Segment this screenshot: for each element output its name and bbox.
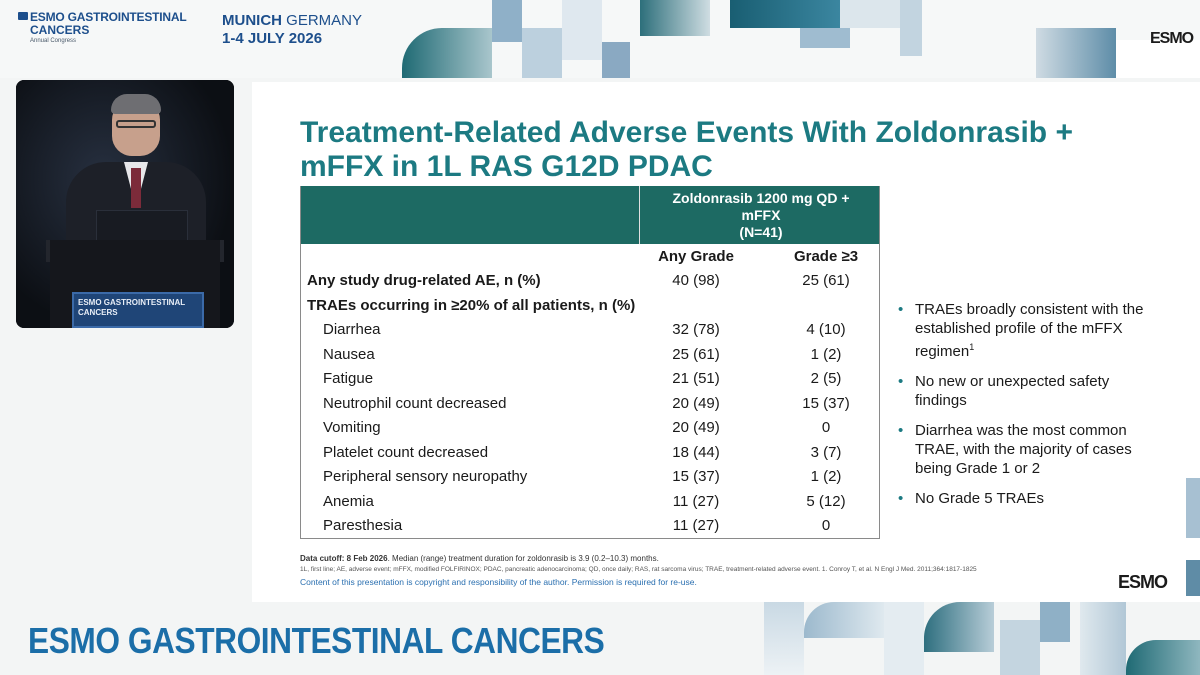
podium-text-2: CANCERS	[78, 308, 118, 317]
grade3-value: 5 (12)	[806, 492, 846, 510]
abbreviations-note: 1L, first line; AE, adverse event; mFFX,…	[300, 566, 977, 573]
table-row: Nausea 25 (61) 1 (2)	[301, 342, 879, 367]
row-label: Any study drug-related AE, n (%)	[307, 272, 541, 289]
finding-item: • No Grade 5 TRAEs	[894, 489, 1164, 508]
city-name: MUNICH	[222, 12, 282, 29]
logo-line-1: ESMO GASTROINTESTINAL	[30, 10, 187, 24]
treatment-arm-header: Zoldonrasib 1200 mg QD + mFFX (N=41)	[672, 190, 850, 240]
row-label: Diarrhea	[323, 321, 381, 338]
podium-text-1: ESMO GASTROINTESTINAL	[78, 298, 186, 307]
logo-badge	[18, 12, 28, 20]
grade3-value: 1 (2)	[810, 345, 842, 363]
col-grade3: Grade ≥3	[793, 248, 859, 265]
any-grade-value: 11 (27)	[672, 492, 720, 510]
table-row: TRAEs occurring in ≥20% of all patients,…	[301, 293, 879, 318]
row-label: Vomiting	[323, 419, 381, 436]
logo-line-3: Annual Congress	[30, 38, 77, 44]
bullet-icon: •	[898, 301, 904, 318]
finding-text: Diarrhea was the most common TRAE, with …	[915, 422, 1132, 477]
any-grade-value: 25 (61)	[672, 345, 720, 363]
table-row: Vomiting 20 (49) 0	[301, 415, 879, 440]
row-label: Platelet count decreased	[323, 443, 489, 461]
adverse-events-table: Zoldonrasib 1200 mg QD + mFFX (N=41) Any…	[300, 186, 880, 539]
table-row: Neutrophil count decreased 20 (49) 15 (37)	[301, 391, 879, 416]
any-grade-value: 15 (37)	[672, 468, 720, 485]
finding-item: • No new or unexpected safety findings	[894, 372, 1164, 410]
row-label: Neutrophil count decreased	[323, 394, 507, 412]
data-cutoff-note: Data cutoff: 8 Feb 2026. Median (range) …	[300, 554, 659, 563]
any-grade-value: 20 (49)	[672, 394, 720, 412]
reference-superscript: 1	[969, 342, 975, 352]
laptop	[96, 210, 188, 244]
country-name: GERMANY	[282, 12, 363, 29]
table-row: Peripheral sensory neuropathy 15 (37) 1 (2…	[301, 464, 879, 489]
row-label: Nausea	[323, 345, 375, 363]
row-label: Anemia	[323, 492, 374, 510]
table-header: Zoldonrasib 1200 mg QD + mFFX (N=41)	[301, 186, 879, 244]
table-row: Fatigue 21 (51) 2 (5)	[301, 366, 879, 391]
finding-text: No new or unexpected safety findings	[915, 373, 1110, 409]
esmo-header-logo: ESMO	[1150, 30, 1194, 47]
grade3-value: 3 (7)	[810, 443, 842, 461]
grade3-value: 4 (10)	[806, 321, 846, 338]
any-grade-value: 11 (27)	[672, 517, 720, 534]
table-row: Diarrhea 32 (78) 4 (10)	[301, 317, 879, 342]
grade3-value: 25 (61)	[802, 272, 850, 289]
col-any-grade: Any Grade	[658, 248, 734, 265]
finding-item: • TRAEs broadly consistent with the estab…	[894, 300, 1164, 361]
finding-item: • Diarrhea was the most common TRAE, with…	[894, 421, 1164, 478]
logo-line-2: CANCERS	[30, 23, 90, 37]
bullet-icon: •	[898, 422, 904, 439]
column-subheader: Any Grade Grade ≥3	[301, 244, 879, 268]
grade3-value: 15 (37)	[802, 394, 850, 412]
any-grade-value: 18 (44)	[672, 443, 720, 461]
row-label: TRAEs occurring in ≥20% of all patients,…	[307, 296, 636, 314]
grade3-value: 0	[821, 419, 831, 436]
finding-text: TRAEs broadly consistent with the establ…	[915, 301, 1144, 360]
podium-screen	[72, 292, 204, 328]
bullet-icon: •	[898, 490, 904, 507]
grade3-value: 2 (5)	[810, 370, 842, 387]
table-row: Any study drug-related AE, n (%) 40 (98) 2…	[301, 268, 879, 293]
presentation-slide: Treatment-Related Adverse Events With Zo…	[252, 82, 1200, 602]
congress-location: MUNICH GERMANY 1-4 JULY 2026	[222, 12, 362, 47]
congress-dates: 1-4 JULY 2026	[222, 30, 323, 47]
esmo-slide-logo: ESMO	[1118, 572, 1168, 592]
finding-text: No Grade 5 TRAEs	[915, 490, 1044, 507]
speaker-video: ESMO GASTROINTESTINAL CANCERS	[16, 80, 234, 328]
congress-footer-title: ESMO GASTROINTESTINAL CANCERS	[28, 620, 605, 661]
any-grade-value: 21 (51)	[672, 370, 720, 387]
table-row: Platelet count decreased 18 (44) 3 (7)	[301, 440, 879, 465]
congress-header: ESMO GASTROINTESTINAL CANCERS Annual Con…	[0, 0, 1200, 78]
bullet-icon: •	[898, 373, 904, 390]
any-grade-value: 32 (78)	[672, 321, 720, 338]
grade3-value: 0	[821, 517, 831, 534]
table-body: Any study drug-related AE, n (%) 40 (98) 2…	[301, 268, 879, 538]
row-label: Fatigue	[323, 370, 374, 387]
any-grade-value: 20 (49)	[672, 419, 720, 436]
row-label: Paresthesia	[323, 517, 403, 534]
slide-title: Treatment-Related Adverse Events With Zo…	[300, 116, 1073, 183]
key-findings-list: • TRAEs broadly consistent with the estab…	[894, 300, 1164, 519]
grade3-value: 1 (2)	[810, 468, 842, 485]
row-label: Peripheral sensory neuropathy	[323, 468, 528, 485]
table-row: Paresthesia 11 (27) 0	[301, 513, 879, 538]
any-grade-value: 40 (98)	[672, 272, 720, 289]
slide-footnotes: Data cutoff: 8 Feb 2026. Median (range) …	[300, 554, 1060, 587]
copyright-note: Content of this presentation is copyrigh…	[300, 577, 697, 587]
table-row: Anemia 11 (27) 5 (12)	[301, 489, 879, 514]
